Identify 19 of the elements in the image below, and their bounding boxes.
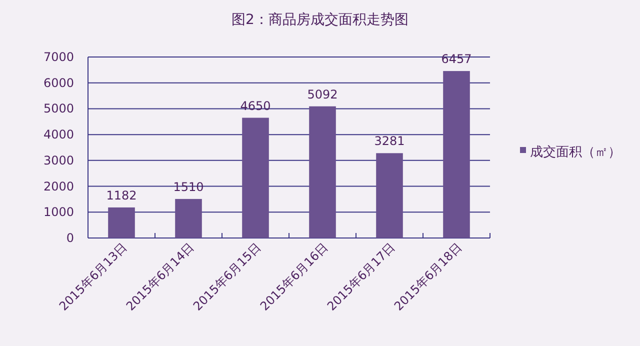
y-tick-label: 3000 xyxy=(43,153,74,168)
data-label: 5092 xyxy=(307,87,338,102)
bar xyxy=(309,106,336,238)
y-tick-label: 4000 xyxy=(43,128,74,142)
data-label: 1182 xyxy=(106,188,137,202)
bar xyxy=(175,198,202,238)
y-tick-label: 0 xyxy=(66,231,74,245)
legend-label: 成交面积（㎡） xyxy=(530,144,621,160)
data-label: 3281 xyxy=(374,134,405,148)
y-tick-label: 6000 xyxy=(43,76,74,90)
y-tick-label: 1000 xyxy=(43,205,74,220)
bar xyxy=(108,207,135,238)
y-tick-label: 5000 xyxy=(43,102,74,116)
bar xyxy=(443,71,470,238)
bar xyxy=(376,153,403,238)
chart-title: 图2：商品房成交面积走势图 xyxy=(232,12,408,28)
y-tick-label: 7000 xyxy=(43,50,74,64)
y-tick-label: 2000 xyxy=(43,179,74,194)
bar xyxy=(242,118,269,238)
